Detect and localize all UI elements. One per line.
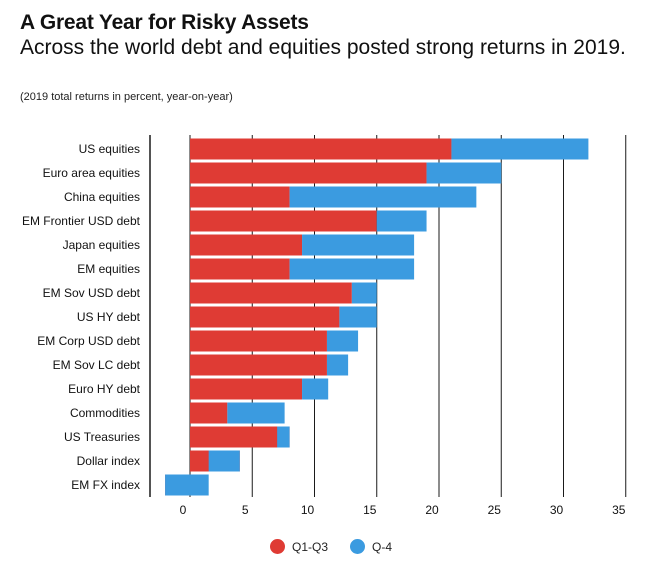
chart-title: A Great Year for Risky Assets <box>20 11 309 34</box>
stacked-bar-chart: 0 5 10 15 20 25 30 35 US equities Euro area equit… <box>22 135 627 517</box>
category-label: US equities <box>79 142 140 156</box>
bar-q4 <box>277 426 290 448</box>
category-label: EM Corp USD debt <box>37 334 140 348</box>
category-label: EM Sov USD debt <box>43 286 141 300</box>
bar-q4 <box>326 330 359 352</box>
bar-q4 <box>302 234 415 256</box>
legend: Q1-Q3 Q-4 <box>0 539 662 554</box>
legend-label-q4: Q-4 <box>372 539 393 554</box>
bar-q4 <box>351 282 377 304</box>
bar-q1-q3 <box>190 306 340 328</box>
bar-q1-q3 <box>190 354 327 376</box>
x-tick-label: 10 <box>301 503 315 517</box>
x-tick-label: 35 <box>612 503 626 517</box>
category-label: Commodities <box>70 406 140 420</box>
chart-subtitle: Across the world debt and equities poste… <box>20 36 626 59</box>
bar-layer <box>165 138 589 496</box>
bar-q1-q3 <box>190 378 303 400</box>
chart-note: (2019 total returns in percent, year-on-… <box>20 91 233 103</box>
bar-q1-q3 <box>190 210 377 232</box>
bar-q4 <box>376 210 427 232</box>
label-layer: 0 5 10 15 20 25 30 35 US equities Euro area equit… <box>22 142 626 517</box>
bar-q4 <box>227 402 285 424</box>
bar-q1-q3 <box>190 162 427 184</box>
bar-q1-q3 <box>190 138 452 160</box>
x-tick-label: 30 <box>550 503 564 517</box>
category-label: Japan equities <box>63 238 140 252</box>
bar-q1-q3 <box>190 282 352 304</box>
bar-q1-q3 <box>190 426 290 448</box>
bar-q4 <box>165 474 209 496</box>
x-tick-label: 0 <box>180 503 187 517</box>
bar-q4 <box>208 450 240 472</box>
legend-label-q1-q3: Q1-Q3 <box>291 539 328 554</box>
bar-q1-q3 <box>190 186 290 208</box>
category-label: US Treasuries <box>64 430 140 444</box>
x-tick-label: 15 <box>363 503 377 517</box>
bar-q4 <box>426 162 502 184</box>
legend-item-q1-q3: Q1-Q3 <box>269 539 328 554</box>
bar-q1-q3 <box>190 402 228 424</box>
category-label: US HY debt <box>77 310 141 324</box>
legend-swatch-q1-q3 <box>269 539 285 554</box>
bar-q4 <box>326 354 349 376</box>
category-label: China equities <box>64 190 140 204</box>
legend-item-q4: Q-4 <box>350 539 392 554</box>
bar-q1-q3 <box>190 258 290 280</box>
category-label: Euro area equities <box>43 166 140 180</box>
bar-q1-q3 <box>190 330 327 352</box>
bar-q4 <box>302 378 329 400</box>
bar-q4 <box>289 258 415 280</box>
bar-q1-q3 <box>190 234 303 256</box>
bar-q4 <box>339 306 377 328</box>
x-tick-label: 5 <box>242 503 249 517</box>
category-label: EM Frontier USD debt <box>22 214 141 228</box>
bar-q4 <box>451 138 589 160</box>
category-label: EM equities <box>77 262 140 276</box>
category-label: Dollar index <box>77 454 140 468</box>
category-label: Euro HY debt <box>68 382 140 396</box>
category-label: EM Sov LC debt <box>53 358 141 372</box>
x-tick-label: 25 <box>488 503 502 517</box>
bar-q4 <box>289 186 477 208</box>
category-label: EM FX index <box>71 478 140 492</box>
legend-swatch-q4 <box>350 539 365 554</box>
x-tick-label: 20 <box>425 503 439 517</box>
